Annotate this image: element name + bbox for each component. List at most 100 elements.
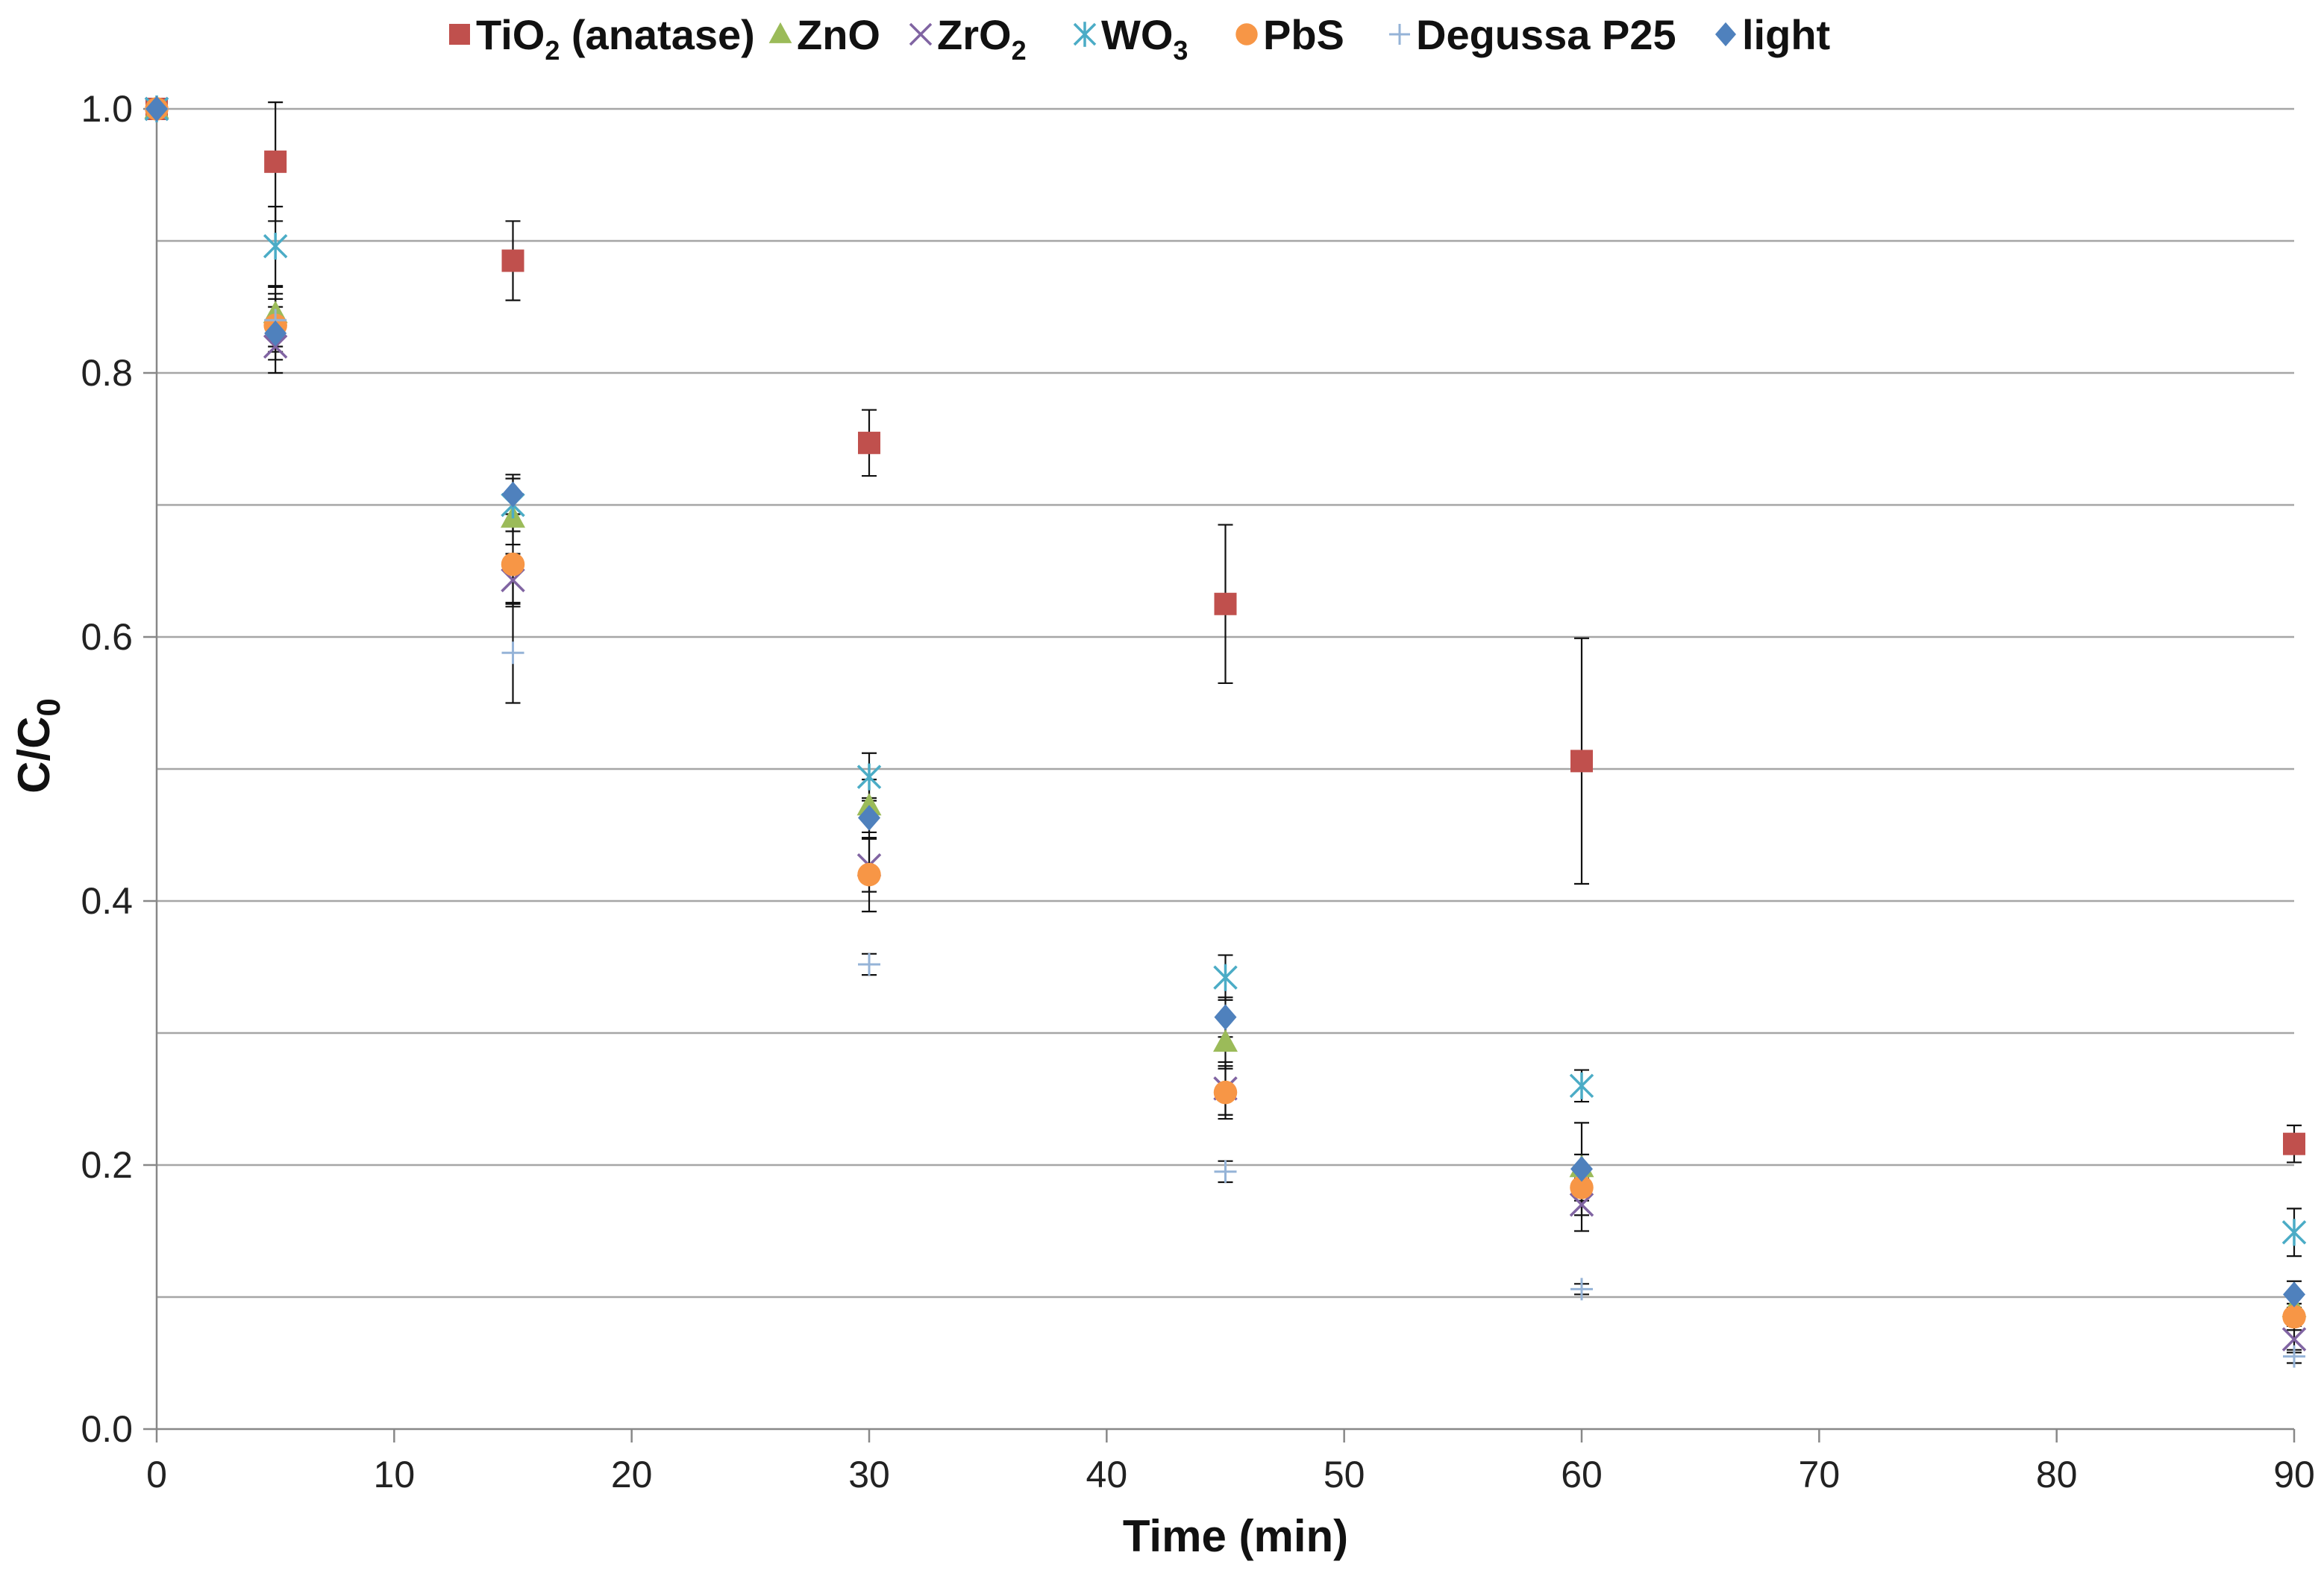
- y-axis-title-subscript: 0: [31, 698, 67, 716]
- y-tick-label: 0.6: [81, 616, 133, 658]
- data-point: [1569, 1072, 1594, 1099]
- y-axis-title: C/C0: [9, 698, 67, 794]
- legend-marker: [1073, 22, 1097, 47]
- square-marker-shape: [264, 150, 287, 173]
- y-tick-label: 0.4: [81, 880, 133, 922]
- diamond-marker-shape: [2283, 1281, 2305, 1307]
- legend-label-part: PbS: [1263, 11, 1344, 58]
- square-marker-shape: [2283, 1132, 2305, 1155]
- data-point: [501, 481, 524, 508]
- legend-marker: [449, 24, 470, 45]
- square-marker-shape: [1214, 592, 1237, 615]
- data-point: [1570, 1175, 1594, 1199]
- legend-label: PbS: [1263, 11, 1344, 58]
- legend-marker: [1389, 24, 1410, 45]
- x-tick-label: 20: [611, 1454, 653, 1495]
- legend-label-part: ZrO: [937, 11, 1012, 58]
- diamond-marker-shape: [1214, 1004, 1237, 1031]
- circle-marker-shape: [857, 862, 881, 887]
- legend-marker: [1235, 23, 1258, 45]
- x-tick-label: 90: [2273, 1454, 2315, 1495]
- legend-label-part: WO: [1101, 11, 1173, 58]
- legend-item: TiO2 (anatase): [449, 11, 755, 66]
- data-point: [2281, 1327, 2307, 1351]
- data-point: [858, 805, 880, 831]
- x-tick-label: 10: [374, 1454, 416, 1495]
- data-point: [264, 150, 287, 173]
- circle-marker-shape: [1570, 1175, 1594, 1199]
- x-tick-label: 60: [1561, 1454, 1603, 1495]
- data-point: [1214, 1004, 1237, 1031]
- legend: TiO2 (anatase) ZnO ZrO2 WO3 PbS Degussa P25 li…: [449, 11, 1830, 66]
- triangle-marker-shape: [768, 22, 792, 43]
- legend-item: WO3: [1073, 11, 1188, 66]
- diamond-marker-shape: [501, 481, 524, 508]
- data-point: [858, 952, 880, 976]
- triangle-marker-shape: [1213, 1029, 1238, 1052]
- circle-marker-shape: [2282, 1305, 2306, 1329]
- x-axis-title: Time (min): [1123, 1511, 1348, 1561]
- data-point: [856, 763, 882, 791]
- data-point: [1213, 964, 1238, 991]
- data-point: [2281, 1219, 2307, 1246]
- legend-marker: [1715, 22, 1736, 47]
- data-point: [264, 320, 287, 347]
- y-axis-title-main: C/C: [9, 717, 59, 794]
- data-point: [501, 641, 524, 665]
- x-marker-stroke: [2281, 1327, 2307, 1351]
- axes: [143, 107, 2296, 1442]
- data-point: [1214, 592, 1237, 615]
- data-point: [1570, 1156, 1593, 1182]
- tick-labels: 0 10 20 30 40 50 60 70 80 90 0.0 0.2 0.4 0.6 0.8 1.0: [81, 88, 2314, 1495]
- diamond-marker-shape: [264, 320, 287, 347]
- data-point: [501, 249, 524, 272]
- x-tick-label: 30: [848, 1454, 890, 1495]
- data-point: [858, 431, 880, 454]
- data-point: [263, 334, 288, 359]
- legend-label: ZrO2: [937, 11, 1027, 66]
- data-point: [1214, 1160, 1237, 1183]
- x-marker-stroke: [1569, 1192, 1594, 1217]
- diamond-marker-shape: [858, 805, 880, 831]
- data-point: [2283, 1345, 2305, 1368]
- legend-label-part: light: [1742, 11, 1830, 58]
- square-marker-shape: [449, 24, 470, 45]
- data-point: [145, 95, 168, 122]
- legend-item: ZrO2: [909, 11, 1027, 66]
- diamond-marker-shape: [1715, 22, 1736, 47]
- triangle-marker-shape: [856, 793, 882, 816]
- y-tick-label: 0.0: [81, 1408, 133, 1450]
- legend-label-part: ZnO: [797, 11, 880, 58]
- legend-label-part: Degussa P25: [1416, 11, 1676, 58]
- legend-label-part: (anatase): [560, 11, 754, 58]
- legend-label: light: [1742, 11, 1830, 58]
- data-point: [1570, 1278, 1593, 1301]
- data-point: [2282, 1305, 2306, 1329]
- circle-marker-shape: [501, 552, 525, 577]
- square-marker-shape: [501, 249, 524, 272]
- legend-item: Degussa P25: [1389, 11, 1676, 58]
- x-marker-stroke: [909, 22, 933, 46]
- diamond-marker-shape: [1570, 1156, 1593, 1182]
- circle-marker-shape: [1235, 23, 1258, 45]
- square-marker-shape: [858, 431, 880, 454]
- data-point: [1569, 1192, 1594, 1217]
- legend-marker: [909, 22, 933, 46]
- legend-label: TiO2 (anatase): [476, 11, 755, 66]
- data-point: [857, 862, 881, 887]
- circle-marker-shape: [1213, 1080, 1238, 1105]
- x-tick-label: 40: [1086, 1454, 1128, 1495]
- data-point: [2283, 1281, 2305, 1307]
- legend-label: ZnO: [797, 11, 880, 58]
- y-tick-label: 0.2: [81, 1144, 133, 1186]
- x-marker-stroke: [263, 334, 288, 359]
- legend-label-part: 2: [545, 35, 560, 66]
- data-point: [501, 552, 525, 577]
- data-point: [263, 233, 288, 260]
- legend-label: Degussa P25: [1416, 11, 1676, 58]
- legend-item: PbS: [1235, 11, 1344, 58]
- diamond-marker-shape: [145, 95, 168, 122]
- data-points: [144, 95, 2307, 1368]
- data-point: [856, 793, 882, 816]
